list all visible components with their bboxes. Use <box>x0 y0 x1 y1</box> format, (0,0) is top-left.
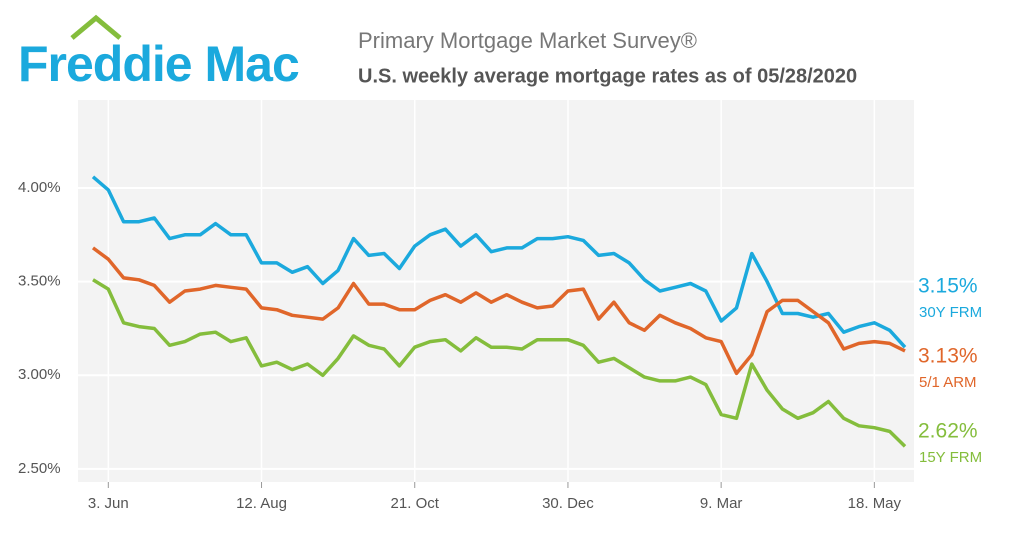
legend-label: 15Y FRM <box>919 449 982 466</box>
series-line <box>91 175 907 349</box>
logo-roof <box>70 14 122 40</box>
series-line <box>91 246 906 376</box>
x-tick-label: 9. Mar <box>700 495 743 512</box>
y-tick-label: 3.50% <box>18 273 61 290</box>
x-tick-label: 18. May <box>848 495 902 512</box>
x-tick-label: 30. Dec <box>542 495 594 512</box>
end-value-label: 3.15% <box>918 275 978 298</box>
end-value-label: 3.13% <box>918 345 978 368</box>
x-tick-label: 12. Aug <box>236 495 287 512</box>
legend-label: 5/1 ARM <box>919 374 977 391</box>
end-value-label: 2.62% <box>918 420 978 443</box>
plot-area <box>78 100 914 482</box>
legend-label: 30Y FRM <box>919 304 982 321</box>
series-line <box>92 278 907 448</box>
x-tick-label: 21. Oct <box>391 495 440 512</box>
chart-title: Primary Mortgage Market Survey® <box>358 28 697 53</box>
logo: Freddie Mac <box>18 36 299 92</box>
y-tick-label: 3.00% <box>18 366 61 383</box>
y-tick-label: 4.00% <box>18 179 61 196</box>
chart-subtitle: U.S. weekly average mortgage rates as of… <box>358 65 857 87</box>
y-tick-label: 2.50% <box>18 460 61 477</box>
x-tick-label: 3. Jun <box>88 495 129 512</box>
